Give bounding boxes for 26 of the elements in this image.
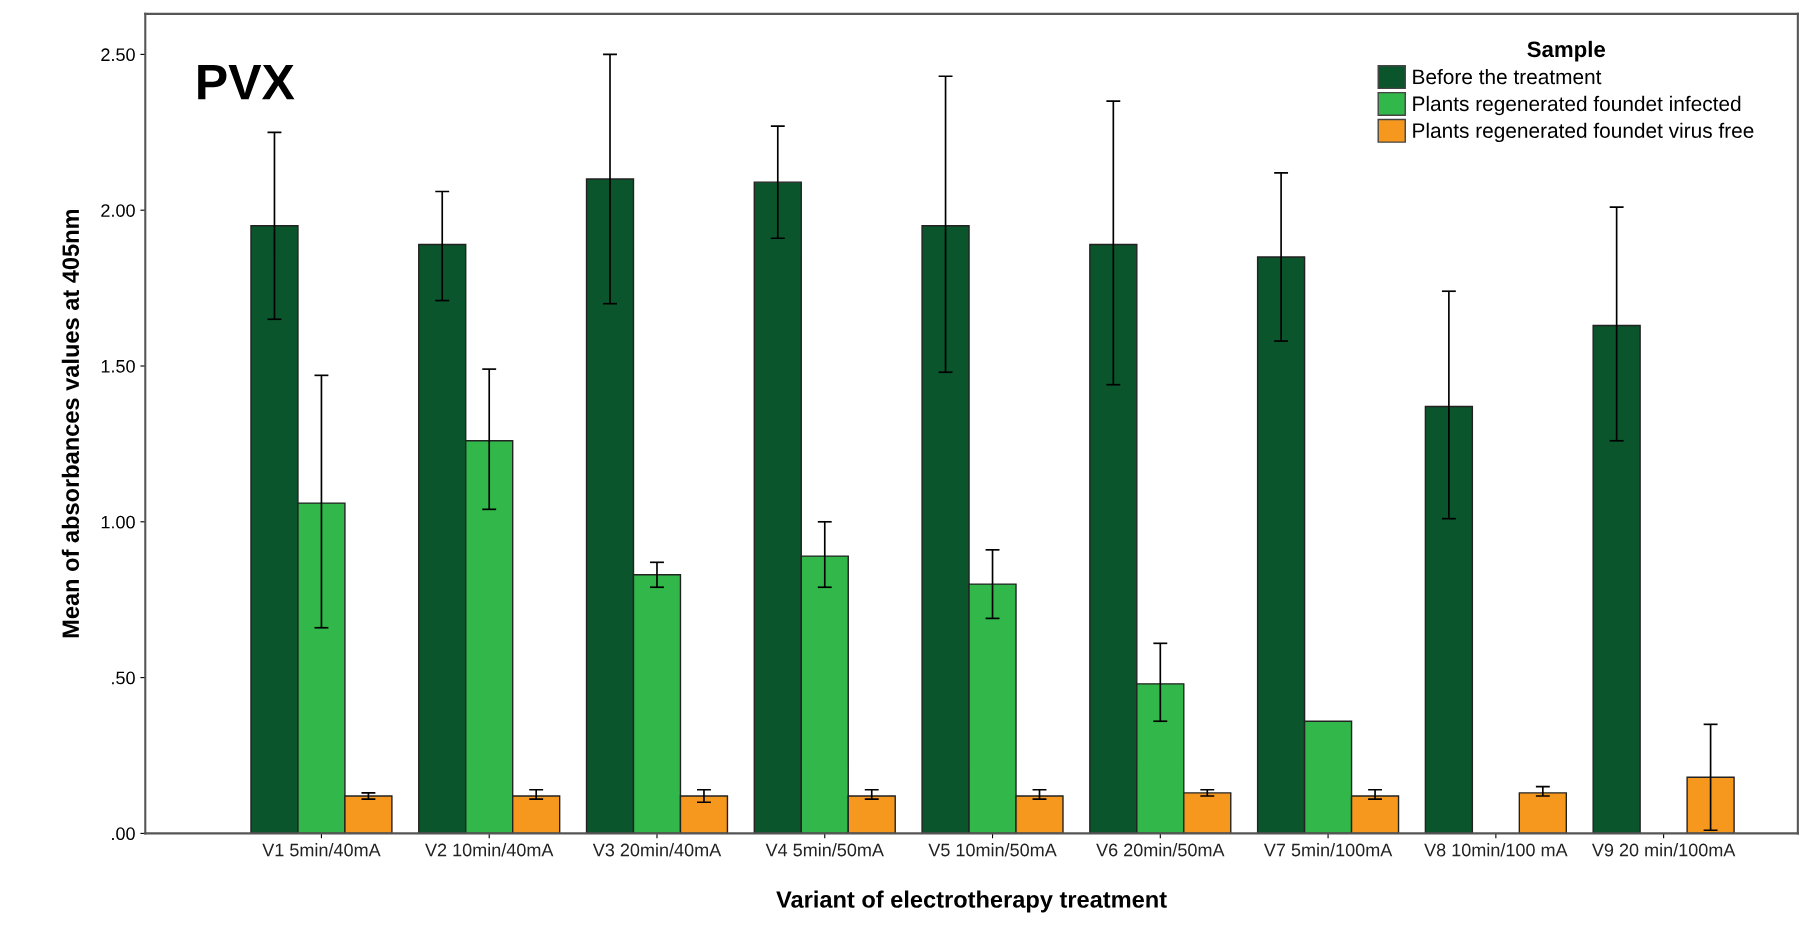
annotation: PVX [198,64,295,100]
bar [1592,324,1641,834]
bar [1518,792,1568,834]
y-tick-label: 1.50 [101,359,135,373]
y-tick-label: .50 [112,671,135,685]
bar [1686,776,1735,834]
x-tick-label: V7 5min/100mA [1263,843,1393,857]
y-tick-label: .00 [112,827,135,841]
bar [1424,405,1474,834]
y-axis-title: Mean of absorbances values at 405nm [61,209,80,638]
x-tick-label: V4 5min/50mA [765,843,884,857]
x-tick-label: V6 20min/50mA [1096,843,1225,857]
x-tick-label: V3 20min/40mA [592,843,722,857]
y-tick-label: 2.50 [101,48,135,62]
legend-title: Sample [1527,40,1606,62]
x-tick-label: V5 10min/50mA [928,843,1057,857]
x-tick-label: V1 5min/40mA [262,843,381,857]
y-tick-label: 1.00 [101,515,135,529]
x-tick-label: V9 20 min/100mA [1591,843,1736,857]
y-tick-label: 2.00 [101,204,135,217]
legend-label: Before the treatment [1413,68,1602,85]
x-axis-title: Variant of electrotherapy treatment [776,890,1167,913]
legend-label: Plants regenerated foundet infected [1413,95,1741,116]
x-tick-label: V8 10min/100 mA [1424,843,1568,857]
x-tick-label: V2 10min/40mA [425,843,554,857]
legend-label: Plants regenerated foundet virus free [1413,122,1754,143]
